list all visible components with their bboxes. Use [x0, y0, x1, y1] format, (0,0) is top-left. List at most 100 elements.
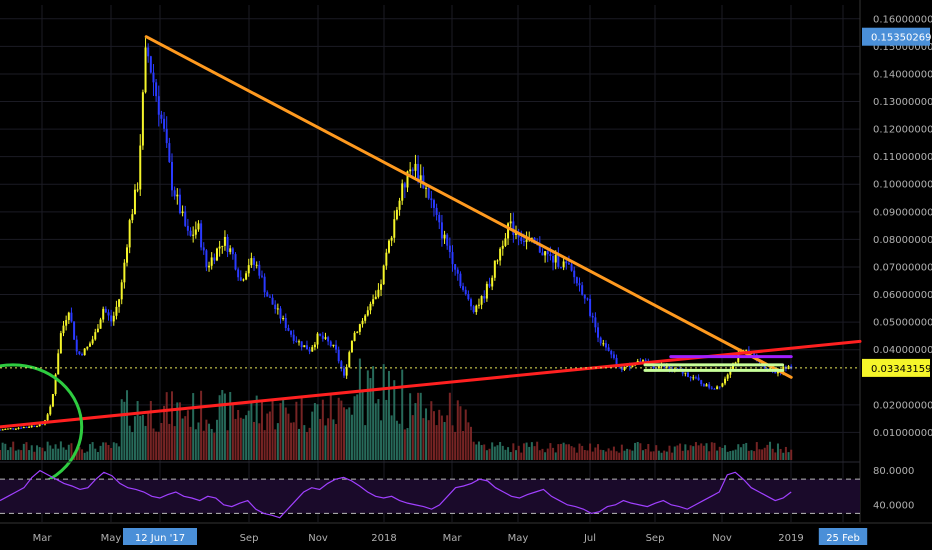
- volume-bar: [602, 450, 605, 460]
- candle-body: [59, 333, 62, 354]
- candle-body: [401, 183, 404, 201]
- candle-body: [329, 341, 332, 347]
- candle-body: [515, 232, 517, 235]
- volume-bar: [737, 444, 740, 460]
- volume-bar: [271, 399, 274, 460]
- volume-bar: [739, 447, 742, 460]
- volume-bar: [263, 430, 266, 460]
- volume-bar: [747, 450, 750, 460]
- candle-body: [620, 366, 623, 370]
- volume-bar: [496, 445, 499, 460]
- y-tick-label: 0.10000000: [873, 180, 932, 191]
- volume-bar: [4, 443, 7, 460]
- volume-bar: [745, 442, 748, 460]
- candle-body: [763, 365, 766, 369]
- y-tick-label: 0.13000000: [873, 97, 932, 108]
- candle-body: [99, 319, 102, 329]
- candle-body: [282, 317, 285, 319]
- candle-body: [67, 312, 70, 321]
- candle-body: [499, 248, 502, 261]
- time-axis[interactable]: Mar May 12 Jun '17 Sep Nov 2018 Mar May Jul Sep No…: [33, 528, 868, 545]
- candle-body: [147, 47, 150, 57]
- candle-body: [86, 346, 89, 349]
- volume-bar: [239, 417, 242, 460]
- candle-body: [525, 239, 528, 242]
- x-tick-label: Nov: [308, 533, 328, 544]
- candle-body: [451, 252, 454, 265]
- volume-bar: [356, 394, 359, 460]
- candle-body: [387, 240, 390, 253]
- volume-bar: [110, 448, 113, 460]
- candle-body: [213, 257, 216, 261]
- candle-body: [440, 222, 443, 239]
- volume-bar: [597, 444, 600, 460]
- candle-body: [221, 245, 224, 247]
- candle-body: [319, 333, 322, 336]
- volume-bar: [626, 448, 629, 460]
- candle-body: [586, 298, 589, 300]
- volume-bar: [615, 451, 618, 460]
- volume-bar: [480, 445, 483, 460]
- candle-body: [118, 299, 121, 307]
- candle-body: [271, 297, 274, 305]
- candle-body: [340, 361, 343, 369]
- candle-body: [398, 200, 401, 210]
- candle-body: [591, 315, 594, 318]
- candle-body: [54, 374, 57, 395]
- candle-body: [14, 428, 17, 430]
- candle-body: [745, 349, 748, 351]
- volume-bar: [435, 425, 438, 460]
- volume-bar: [292, 422, 295, 460]
- volume-bar: [62, 447, 65, 460]
- candle-body: [1, 429, 4, 431]
- candle-body: [149, 56, 152, 73]
- rsi-line: [0, 469, 792, 519]
- y-tick-label: 0.14000000: [873, 69, 932, 80]
- volume-bar: [107, 444, 110, 460]
- volume-bar: [208, 423, 211, 460]
- candle-body: [496, 260, 499, 262]
- x-tick-highlight: [818, 528, 868, 545]
- candle-body: [345, 367, 348, 376]
- volume-bar: [171, 391, 173, 460]
- x-tick-label: Mar: [443, 533, 463, 544]
- candle-body: [642, 360, 645, 362]
- candle-body: [165, 128, 168, 144]
- candle-body: [186, 225, 189, 231]
- volume-bar: [377, 399, 380, 460]
- candle-body: [112, 315, 115, 322]
- volume-bar: [144, 425, 147, 460]
- candle-body: [462, 286, 465, 290]
- volume-bar: [610, 450, 613, 460]
- candle-body: [173, 190, 176, 197]
- candle-body: [430, 198, 433, 201]
- candle-body: [194, 229, 197, 235]
- x-tick-label: Nov: [712, 533, 732, 544]
- candle-body: [559, 266, 562, 268]
- volume-bar: [380, 420, 383, 460]
- candle-body: [522, 241, 525, 243]
- candle-body: [456, 269, 459, 274]
- candle-body: [260, 275, 263, 277]
- candle-body: [721, 383, 724, 387]
- candle-body: [578, 283, 581, 286]
- volume-bar: [192, 393, 195, 460]
- candle-body: [374, 296, 377, 300]
- candle-body: [356, 331, 359, 333]
- volume-bar: [546, 448, 549, 460]
- volume-bar: [231, 402, 234, 460]
- y-tick-label: 0.04000000: [873, 345, 932, 356]
- volume-bar: [790, 449, 793, 460]
- price-axis[interactable]: 0.16000000 0.15000000 0.14000000 0.13000000…: [862, 14, 932, 511]
- volume-bar: [173, 426, 176, 460]
- candle-body: [432, 200, 435, 208]
- candle-body: [599, 337, 602, 344]
- y-tick-label: 0.06000000: [873, 290, 932, 301]
- volume-bar: [679, 443, 682, 460]
- candle-body: [552, 256, 555, 263]
- volume-bar: [20, 450, 23, 460]
- volume-bar: [562, 442, 565, 460]
- volume-bar: [409, 393, 412, 460]
- candle-body: [390, 237, 393, 241]
